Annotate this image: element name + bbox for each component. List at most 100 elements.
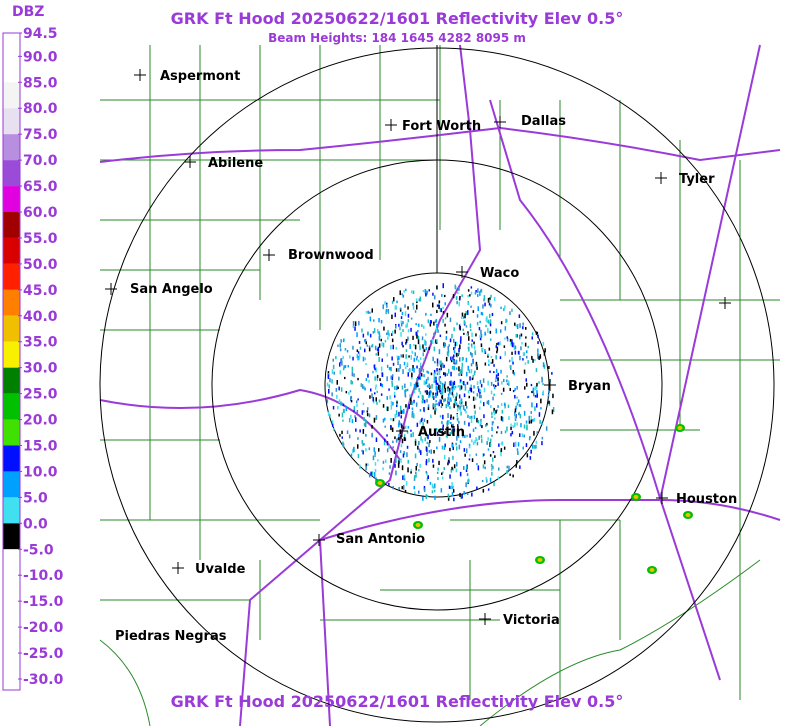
echo bbox=[470, 418, 473, 424]
echo bbox=[352, 345, 354, 350]
echo bbox=[379, 378, 381, 382]
echo bbox=[455, 442, 457, 446]
echo bbox=[416, 334, 418, 339]
echo bbox=[362, 333, 365, 338]
echo bbox=[400, 320, 403, 324]
echo bbox=[429, 440, 431, 444]
echo bbox=[417, 395, 420, 398]
echo bbox=[439, 360, 441, 366]
echo bbox=[387, 336, 389, 340]
echo bbox=[442, 471, 444, 474]
echo bbox=[394, 463, 396, 468]
echo bbox=[331, 369, 334, 375]
echo bbox=[414, 475, 416, 480]
echo bbox=[465, 469, 468, 473]
echo bbox=[444, 317, 447, 320]
echo bbox=[399, 307, 402, 310]
echo bbox=[517, 442, 520, 447]
city-markers bbox=[105, 69, 731, 625]
echo bbox=[402, 354, 404, 358]
echo bbox=[403, 437, 406, 441]
echo bbox=[337, 406, 339, 410]
city-label: Piedras Negras bbox=[115, 629, 227, 644]
echo bbox=[367, 463, 369, 466]
echo bbox=[457, 353, 459, 357]
echo bbox=[472, 391, 475, 394]
echo bbox=[465, 311, 468, 315]
echo bbox=[508, 359, 511, 363]
echo bbox=[538, 381, 540, 384]
echo bbox=[475, 453, 478, 456]
echo bbox=[495, 356, 497, 359]
echo bbox=[513, 442, 515, 447]
echo bbox=[372, 397, 374, 402]
echo bbox=[528, 437, 531, 441]
echo bbox=[531, 402, 533, 408]
echo bbox=[350, 396, 352, 401]
echo bbox=[434, 295, 436, 300]
echo bbox=[518, 314, 521, 318]
echo bbox=[415, 387, 417, 390]
echo bbox=[363, 422, 366, 427]
echo bbox=[404, 304, 406, 308]
echo bbox=[362, 402, 365, 406]
echo bbox=[364, 348, 366, 353]
echo bbox=[494, 417, 496, 420]
echo bbox=[458, 324, 461, 330]
echo bbox=[393, 297, 395, 302]
echo bbox=[470, 351, 472, 356]
echo bbox=[423, 418, 426, 422]
echo bbox=[444, 342, 446, 347]
echo bbox=[491, 434, 493, 437]
echo bbox=[436, 446, 438, 450]
legend-tick-label: 90.0 bbox=[23, 49, 58, 65]
echo bbox=[463, 491, 465, 495]
echo bbox=[353, 448, 355, 453]
echo bbox=[459, 492, 461, 498]
echo bbox=[511, 351, 513, 355]
echo bbox=[464, 453, 466, 457]
echo bbox=[392, 446, 394, 449]
echo bbox=[433, 372, 435, 377]
echo bbox=[524, 362, 527, 365]
echo bbox=[394, 305, 397, 310]
echo bbox=[452, 359, 454, 362]
echo bbox=[452, 423, 454, 429]
echo bbox=[445, 404, 447, 409]
echo bbox=[452, 356, 454, 361]
echo bbox=[389, 465, 391, 469]
echo bbox=[352, 448, 354, 454]
echo bbox=[368, 447, 371, 451]
city-label: Uvalde bbox=[195, 562, 246, 577]
echo bbox=[419, 463, 421, 468]
echo bbox=[437, 477, 439, 481]
echo bbox=[521, 342, 523, 345]
echo bbox=[487, 380, 489, 386]
echo bbox=[449, 390, 451, 395]
echo bbox=[532, 387, 535, 393]
echo bbox=[418, 344, 421, 349]
echo bbox=[474, 410, 476, 415]
echo bbox=[387, 330, 389, 334]
echo bbox=[480, 311, 483, 315]
echo bbox=[459, 357, 461, 362]
echo bbox=[394, 386, 396, 390]
echo bbox=[464, 386, 467, 391]
echo bbox=[356, 400, 358, 404]
echo bbox=[449, 397, 452, 401]
echo bbox=[365, 465, 367, 471]
echo bbox=[497, 382, 499, 386]
echo bbox=[382, 404, 385, 408]
echo bbox=[479, 291, 481, 296]
echo bbox=[446, 373, 449, 376]
legend-tick-label: -5.0 bbox=[23, 542, 54, 558]
echo bbox=[430, 313, 432, 316]
echo bbox=[410, 327, 412, 332]
echo bbox=[396, 404, 398, 408]
echo bbox=[400, 415, 402, 419]
echo bbox=[446, 400, 449, 405]
echo bbox=[455, 404, 457, 407]
echo bbox=[458, 405, 461, 410]
echo bbox=[409, 394, 411, 398]
echo bbox=[474, 291, 477, 295]
